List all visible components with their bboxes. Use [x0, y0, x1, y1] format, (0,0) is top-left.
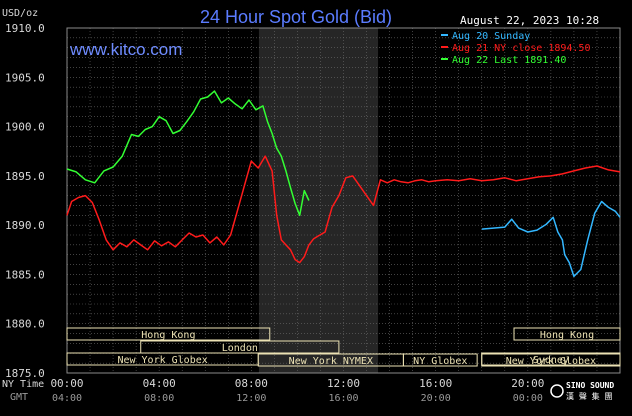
x-tick-label-ny: 16:00: [419, 377, 452, 390]
y-tick-label: 1885.0: [5, 268, 45, 281]
x-tick-label-ny: 08:00: [235, 377, 268, 390]
y-tick-label: 1900.0: [5, 121, 45, 134]
legend-swatch-red: [441, 46, 448, 48]
session-label: New York NYMEX: [289, 356, 373, 367]
session-bar: [481, 353, 621, 367]
legend-item-aug22: Aug 22 Last 1891.40: [452, 55, 566, 66]
y-tick-label: 1875.0: [5, 367, 45, 380]
y-tick-label: 1880.0: [5, 318, 45, 331]
x-tick-label-gmt: 04:00: [52, 393, 82, 404]
x-tick-label-ny: 12:00: [327, 377, 360, 390]
grid-lines: [66, 27, 621, 374]
site-url[interactable]: www.kitco.com: [69, 40, 182, 59]
x-tick-label-gmt: 00:00: [513, 393, 543, 404]
x-tick-label-ny: 20:00: [511, 377, 544, 390]
session-label: New York Globex: [117, 355, 207, 366]
series-line-1: [66, 155, 621, 264]
legend-swatch-green: [441, 58, 448, 60]
y-axis: 1910.0 1905.0 1900.0 1895.0 1890.0 1885.0 1880…: [5, 22, 45, 380]
session-label: NY Globex: [413, 356, 467, 367]
legend-swatch-blue: [441, 34, 448, 36]
plot-frame: [66, 27, 621, 374]
watermark-logo: SINO SOUND 漢 聲 集 團: [550, 381, 614, 401]
datetime-stamp: August 22, 2023 10:28: [460, 14, 599, 27]
session-label: Hong Kong: [141, 330, 195, 341]
watermark-line1: SINO SOUND: [566, 381, 614, 390]
session-bar: [402, 353, 478, 367]
x-tick-label-ny: 04:00: [143, 377, 176, 390]
x-axis: NY Time GMT 00:00 04:00 04:00 08:00 08:00 12:00…: [2, 377, 544, 404]
watermark-emblem-icon: [550, 384, 564, 398]
watermark-line2: 漢 聲 集 團: [566, 391, 612, 401]
chart-title: 24 Hour Spot Gold (Bid): [200, 7, 392, 27]
legend-item-aug21: Aug 21 NY close 1894.50: [452, 43, 590, 54]
ny-time-row-label: NY Time: [2, 379, 44, 390]
y-tick-label: 1895.0: [5, 170, 45, 183]
series-line-2: [66, 90, 310, 217]
series-group: [66, 90, 621, 278]
session-bar: [66, 327, 271, 341]
session-label: Hong Kong: [540, 330, 594, 341]
session-label: New York Globex: [506, 356, 596, 367]
session-label: Sydney: [533, 355, 569, 366]
legend-item-aug20: Aug 20 Sunday: [452, 31, 530, 42]
gmt-row-label: GMT: [10, 392, 28, 403]
x-tick-label-ny: 00:00: [50, 377, 83, 390]
legend: Aug 20 Sunday Aug 21 NY close 1894.50 Au…: [441, 31, 590, 66]
series-line-0: [481, 200, 621, 278]
x-tick-label-gmt: 08:00: [144, 393, 174, 404]
x-tick-label-gmt: 12:00: [236, 393, 266, 404]
unit-label: USD/oz: [2, 8, 38, 19]
session-label: London: [222, 343, 258, 354]
y-tick-label: 1890.0: [5, 219, 45, 232]
x-tick-label-gmt: 16:00: [328, 393, 358, 404]
session-bar: [513, 327, 621, 341]
y-tick-label: 1905.0: [5, 71, 45, 84]
y-tick-label: 1910.0: [5, 22, 45, 35]
nymex-session-shade: [258, 28, 379, 373]
x-tick-label-gmt: 20:00: [421, 393, 451, 404]
